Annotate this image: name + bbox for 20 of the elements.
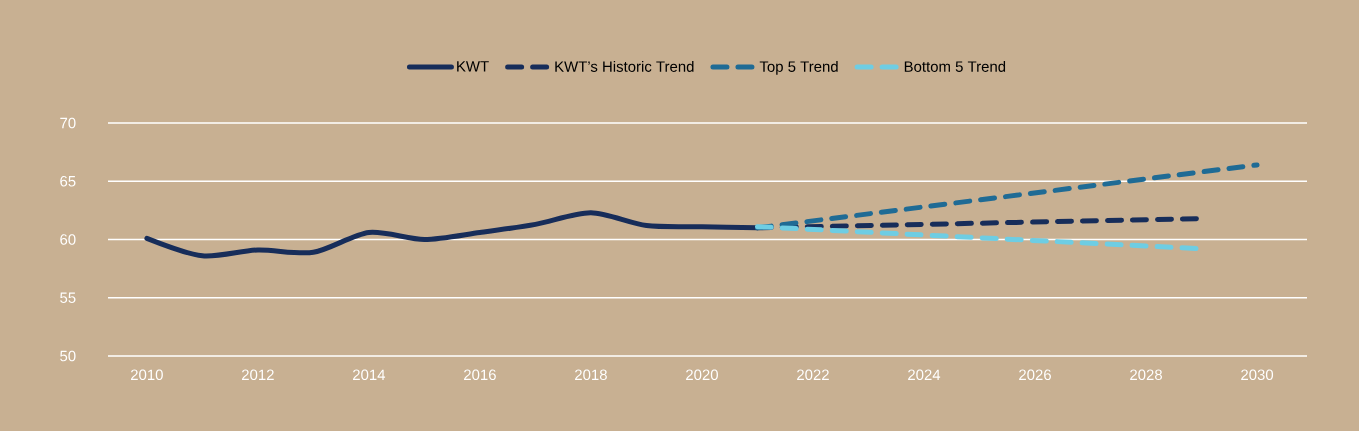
- y-tick-label: 70: [60, 117, 76, 129]
- x-tick-label: 2024: [908, 369, 941, 381]
- x-tick-label: 2022: [797, 369, 829, 381]
- x-tick-label: 2014: [353, 369, 386, 381]
- x-tick-label: 2018: [575, 369, 607, 381]
- legend-label: Bottom 5 Trend: [904, 60, 1006, 72]
- y-tick-label: 65: [60, 175, 76, 187]
- x-tick-label: 2028: [1130, 369, 1162, 381]
- legend-label: KWT’s Historic Trend: [555, 60, 694, 72]
- y-tick-label: 60: [60, 234, 76, 245]
- x-tick-label: 2012: [242, 369, 274, 381]
- legend-label: KWT: [457, 61, 489, 72]
- legend-label: Top 5 Trend: [759, 60, 838, 75]
- x-tick-label: 2026: [1019, 369, 1051, 381]
- x-tick-label: 2020: [686, 369, 718, 381]
- y-tick-label: 50: [60, 350, 76, 362]
- x-tick-label: 2030: [1241, 369, 1274, 381]
- x-tick-label: 2010: [130, 369, 163, 381]
- y-tick-label: 55: [60, 292, 76, 303]
- x-tick-label: 2016: [464, 369, 496, 381]
